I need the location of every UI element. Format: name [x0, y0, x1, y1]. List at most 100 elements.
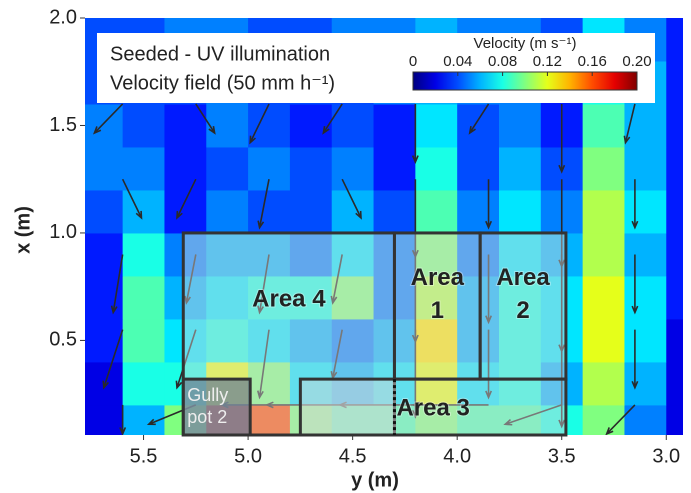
heat-cell	[248, 318, 291, 363]
vector-arrow	[468, 103, 490, 135]
vector-arrow	[92, 103, 124, 135]
legend-text: Velocity field (50 mm h⁻¹)	[110, 72, 335, 94]
heat-cell	[415, 146, 458, 191]
heat-cell	[499, 146, 542, 191]
heat-cell	[289, 318, 333, 363]
heat-cell	[624, 404, 667, 435]
x-tick-label: 3.0	[652, 445, 680, 467]
heat-cell	[457, 404, 500, 435]
heat-cell	[122, 318, 165, 363]
heat-cell	[624, 361, 667, 406]
colorbar-tick-label: 0.12	[533, 53, 562, 70]
vector-arrow	[175, 329, 197, 390]
colorbar: 0 0.04 0.08 0.12 0.16 0.20	[409, 53, 652, 91]
region-label: Area	[411, 264, 465, 291]
heat-cell	[666, 361, 683, 406]
heat-cell	[666, 232, 683, 277]
heat-cell	[164, 318, 207, 363]
vector-arrow	[631, 254, 639, 315]
heat-cell	[415, 275, 458, 320]
x-tick-label: 4.0	[443, 445, 471, 467]
region-label: Area 3	[396, 394, 469, 421]
heat-cell	[415, 103, 458, 148]
heat-cell	[85, 189, 124, 234]
vector-arrow	[110, 254, 124, 315]
heat-cell	[289, 189, 333, 234]
heat-cell	[331, 103, 375, 148]
vector-arrow	[322, 103, 343, 135]
vector-arrow	[341, 178, 362, 220]
vector-arrow	[338, 401, 416, 409]
heat-cell	[499, 275, 542, 320]
heat-cell	[457, 103, 500, 148]
region-box	[181, 377, 252, 437]
vector-arrow	[558, 103, 566, 174]
heat-cell	[206, 189, 249, 234]
heat-cell	[499, 189, 542, 234]
heat-cell	[666, 146, 683, 191]
heat-cell	[415, 361, 458, 406]
vector-arrow	[623, 103, 636, 145]
heat-cell	[85, 318, 124, 363]
heat-cell	[206, 318, 249, 363]
colorbar-gradient	[412, 71, 638, 91]
heat-cell	[457, 275, 500, 320]
heat-cell	[122, 232, 165, 277]
heat-cell	[248, 146, 291, 191]
heat-cell	[582, 404, 625, 435]
heat-cell	[85, 146, 124, 191]
heat-cell	[415, 318, 458, 363]
vector-arrow	[485, 254, 493, 325]
heat-cell	[624, 146, 667, 191]
heat-cell	[206, 103, 249, 148]
heat-cell	[164, 146, 207, 191]
heat-cell	[85, 275, 124, 320]
vector-arrow	[121, 178, 143, 220]
vector-arrow	[411, 401, 489, 409]
heat-cell	[122, 275, 165, 320]
heat-cell	[331, 146, 375, 191]
heat-cell	[624, 103, 667, 148]
x-axis-label: y (m)	[351, 469, 399, 491]
vector-arrow	[119, 404, 127, 435]
vector-arrow	[257, 179, 270, 230]
heat-cell	[331, 189, 375, 234]
vector-arrow	[411, 179, 419, 259]
heat-cell	[248, 361, 291, 406]
heat-cell	[666, 318, 683, 363]
vector-arrow	[558, 179, 566, 269]
heat-cell	[373, 189, 416, 234]
vector-arrow	[411, 329, 419, 419]
region-box	[298, 377, 568, 437]
vector-arrow	[411, 103, 419, 165]
heat-cell	[499, 232, 542, 277]
heat-cell	[582, 318, 625, 363]
heat-cell	[499, 361, 542, 406]
heat-cell	[457, 361, 500, 406]
x-tick-label: 5.5	[130, 445, 158, 467]
heat-cell	[122, 103, 165, 148]
x-tick-label: 4.5	[339, 445, 367, 467]
heat-cell	[499, 318, 542, 363]
heat-cell	[85, 103, 124, 148]
vector-arrow	[176, 178, 197, 220]
heat-cell	[373, 103, 416, 148]
heat-cell	[624, 275, 667, 320]
heat-cell	[666, 275, 683, 320]
heat-cell	[248, 404, 291, 435]
heat-cell	[582, 232, 625, 277]
heat-cell	[457, 146, 500, 191]
vector-arrow	[184, 254, 197, 305]
heat-cell	[289, 232, 333, 277]
heat-cell	[666, 189, 683, 234]
heat-cell	[666, 103, 683, 148]
heat-cell	[666, 18, 683, 62]
heat-cell	[85, 361, 124, 406]
vector-arrow	[249, 103, 270, 145]
heat-cell	[85, 232, 124, 277]
vector-arrow	[485, 329, 493, 400]
heat-cell	[206, 232, 249, 277]
heat-cell	[164, 189, 207, 234]
